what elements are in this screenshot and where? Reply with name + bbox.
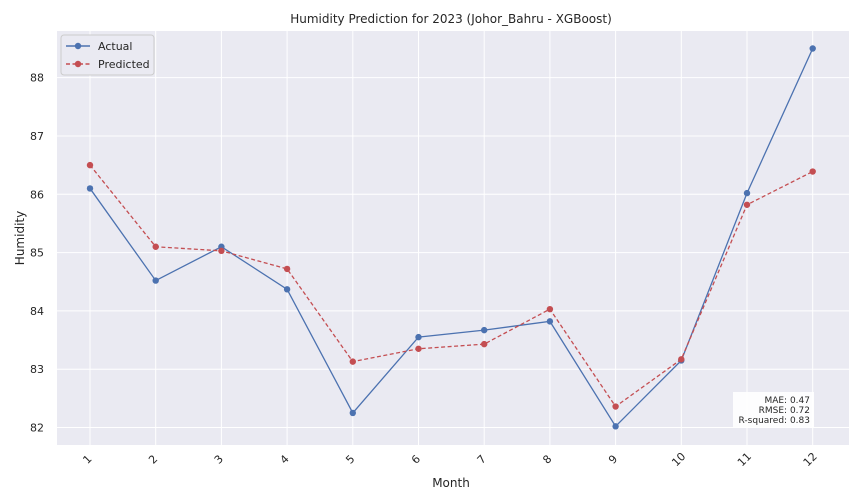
predicted-point [415,345,422,352]
actual-point [743,189,751,197]
series-lines [86,45,816,430]
predicted-point [546,305,554,313]
metric-rmse: RMSE: 0.72 [759,406,810,416]
metrics-background [733,392,814,428]
y-tick-label: 88 [30,72,44,85]
predicted-point [218,247,225,255]
metric-r-squared: R-squared: 0.83 [739,416,810,426]
predicted-series-line [89,164,813,408]
predicted-point [481,340,488,348]
predicted-point [612,403,619,410]
predicted-point [809,168,816,175]
x-axis-label: Month [432,476,470,490]
x-tick-label: 10 [669,450,688,469]
x-tick-label: 8 [540,452,554,466]
legend-predicted-label: Predicted [98,58,150,71]
metrics-box: MAE: 0.47 RMSE: 0.72 R-squared: 0.83 [733,392,814,428]
y-tick-label: 82 [30,422,44,435]
metric-mae: MAE: 0.47 [764,396,810,406]
actual-point [809,45,816,52]
chart-title: Humidity Prediction for 2023 (Johor_Bahr… [290,12,612,26]
x-tick-labels: 1 2 3 4 5 6 7 8 9 10 11 12 [80,450,819,469]
x-tick-label: 12 [801,450,820,469]
legend-box [60,34,155,76]
legend-actual-marker [74,42,82,50]
y-axis-label: Humidity [13,211,27,265]
actual-point [152,277,159,284]
predicted-point [86,161,94,169]
legend-predicted-marker [74,60,82,68]
y-tick-label: 84 [30,305,44,318]
x-tick-label: 9 [606,452,620,466]
y-tick-label: 87 [30,130,44,143]
actual-point [481,326,488,334]
grid-lines [57,31,849,445]
predicted-point [283,265,291,273]
x-tick-label: 7 [475,452,489,466]
legend-actual-label: Actual [98,40,132,53]
predicted-point [349,358,356,365]
actual-point [546,318,554,325]
y-tick-label: 85 [30,247,44,260]
y-tick-label: 83 [30,363,44,376]
x-tick-label: 3 [212,452,226,466]
plot-area [57,31,849,445]
predicted-point [743,201,751,208]
actual-point [283,286,291,293]
x-tick-label: 1 [80,452,94,466]
x-tick-label: 5 [343,452,357,466]
y-tick-labels: 82 83 84 85 86 87 88 [30,72,44,435]
actual-point [86,185,94,192]
actual-point [349,409,356,417]
y-tick-label: 86 [30,188,44,201]
x-tick-label: 11 [735,450,754,469]
x-tick-label: 2 [146,452,160,466]
actual-point [612,423,619,430]
x-tick-label: 4 [278,452,292,466]
legend: Actual Predicted [60,34,155,76]
predicted-point [678,356,685,363]
actual-point [415,333,422,341]
x-tick-label: 6 [409,452,423,466]
predicted-point [152,243,159,250]
